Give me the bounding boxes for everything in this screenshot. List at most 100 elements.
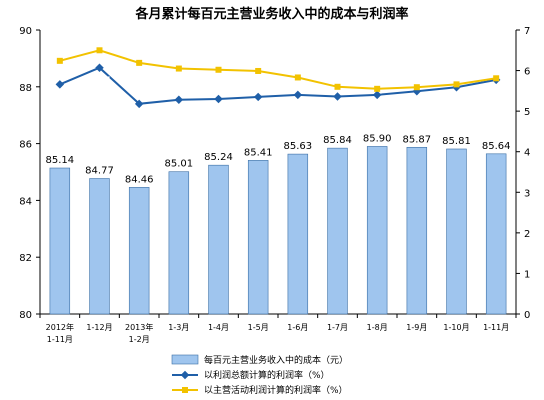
- main-activity-profit-rate-point: [96, 47, 103, 54]
- x-axis-tick-label: 1-4月: [208, 323, 229, 332]
- left-axis-tick-label: 84: [19, 196, 32, 207]
- main-activity-profit-rate-point: [453, 81, 460, 88]
- x-axis-tick-label: 1-12月: [86, 323, 112, 332]
- total-profit-rate-label: 5.77: [485, 88, 507, 99]
- total-profit-rate-line: [59, 66, 497, 105]
- main-activity-profit-rate-point: [255, 67, 262, 74]
- main-activity-profit-rate-point: [136, 59, 143, 66]
- bar-value-label: 85.63: [284, 141, 313, 152]
- left-axis-tick-label: 90: [19, 26, 32, 37]
- bar: [89, 178, 110, 315]
- left-axis-tick-label: 88: [19, 83, 32, 94]
- main-activity-profit-rate-point: [413, 84, 420, 91]
- bar-value-label: 85.41: [244, 147, 273, 158]
- bar-value-label: 85.90: [363, 133, 392, 144]
- main-activity-profit-rate-point: [294, 74, 301, 81]
- right-axis-tick-label: 6: [524, 67, 530, 78]
- main-activity-profit-rate-label: 5.59: [406, 70, 428, 81]
- total-profit-rate-label: 5.49: [406, 99, 428, 110]
- x-axis-tick-label: 2013年: [125, 322, 153, 332]
- bar: [49, 167, 71, 315]
- bar-value-label: 85.24: [204, 152, 233, 163]
- main-activity-profit-rate-label: 6.19: [128, 46, 150, 57]
- bar-value-label: 85.64: [482, 141, 511, 152]
- bar: [247, 160, 269, 315]
- main-activity-profit-rate-point: [56, 57, 63, 64]
- total-profit-rate-label: 5.66: [49, 92, 71, 103]
- legend: 每百元主营业务收入中的成本（元） 以利润总额计算的利润率（%） 以主营活动利润计算的…: [171, 354, 348, 396]
- bar: [327, 147, 348, 315]
- bar-value-label: 85.14: [46, 155, 75, 166]
- bar: [485, 153, 507, 315]
- main-activity-profit-rate-point: [493, 75, 500, 82]
- x-axis-tick-label: 1-3月: [168, 323, 189, 332]
- right-axis-tick-label: 7: [524, 26, 530, 37]
- main-activity-profit-rate-line: [59, 49, 497, 90]
- bar: [406, 146, 428, 315]
- bar: [128, 187, 150, 315]
- x-axis-tick-label: 1-5月: [248, 323, 269, 332]
- total-profit-rate-point: [174, 95, 184, 105]
- main-activity-profit-rate-label: 5.83: [287, 60, 309, 71]
- right-axis-tick-label: 3: [524, 188, 530, 199]
- legend-total-label: 以利润总额计算的利润率（%）: [204, 369, 330, 381]
- main-activity-profit-rate-label: 5.55: [366, 72, 388, 83]
- right-axis-tick-label: 4: [524, 148, 530, 159]
- x-axis-tick-label: 1-6月: [287, 323, 308, 332]
- total-profit-rate-label: 5.28: [168, 108, 190, 119]
- total-profit-rate-point: [95, 63, 104, 72]
- bar-value-label: 84.46: [125, 174, 154, 185]
- right-axis-tick-label: 2: [524, 229, 530, 240]
- bar: [366, 146, 388, 315]
- x-axis-tick-label: 1-10月: [443, 323, 469, 332]
- main-activity-profit-rate-label: 6.02: [207, 53, 229, 64]
- total-profit-rate-label: 5.35: [247, 105, 269, 116]
- total-profit-rate-point: [134, 99, 144, 109]
- bar-value-label: 85.87: [403, 134, 432, 145]
- bar: [208, 164, 229, 315]
- total-profit-rate-point: [55, 80, 65, 89]
- bar: [446, 148, 467, 315]
- total-profit-rate-label: 5.18: [128, 112, 150, 123]
- bar-value-label: 85.84: [323, 135, 352, 146]
- x-axis-tick-label: 2012年: [46, 322, 74, 332]
- total-profit-rate-point: [333, 92, 342, 101]
- right-axis-tick-label: 0: [524, 310, 530, 321]
- main-activity-profit-rate-label: 6.05: [168, 52, 190, 63]
- legend-total-marker: [180, 370, 190, 380]
- x-axis-tick-label: 1-7月: [327, 323, 348, 332]
- x-axis-tick-label: 1-11月: [47, 335, 73, 344]
- main-activity-profit-rate-point: [374, 85, 381, 92]
- total-profit-rate-label: 5.30: [207, 107, 229, 118]
- bar-value-label: 85.81: [442, 136, 471, 147]
- axes-group: 80 82 84 86 88 90 0 1 2 3 4 5 6 7 2012年 1-11月 1-12月 2013年…: [19, 26, 530, 344]
- main-activity-profit-rate-label: 5.99: [247, 54, 269, 65]
- total-profit-rate-label: 5.40: [366, 103, 388, 114]
- x-axis-tick-label: 1-9月: [406, 323, 427, 332]
- right-axis-tick-label: 1: [524, 269, 530, 280]
- legend-bar-swatch: [171, 354, 199, 365]
- x-axis-tick-label: 1-8月: [367, 323, 388, 332]
- legend-main-label: 以主营活动利润计算的利润率（%）: [204, 384, 348, 396]
- legend-main-marker: [182, 387, 188, 393]
- left-axis-tick-label: 80: [19, 310, 32, 321]
- main-activity-profit-rate-point: [215, 66, 222, 73]
- total-profit-rate-label: 5.59: [445, 95, 467, 106]
- bars-group: [49, 146, 507, 315]
- main-activity-profit-rate-point: [175, 65, 182, 72]
- total-profit-rate-point: [253, 92, 263, 102]
- main-activity-profit-rate-label: 6.24: [49, 44, 71, 55]
- main-activity-profit-rate-label: 5.81: [485, 61, 507, 72]
- legend-bar-label: 每百元主营业务收入中的成本（元）: [204, 354, 348, 366]
- main-activity-profit-rate-label: 6.50: [88, 33, 110, 44]
- bar-value-label: 84.77: [85, 166, 114, 177]
- lines-group: [55, 47, 501, 109]
- total-profit-rate-point: [372, 90, 382, 100]
- total-profit-rate-point: [293, 90, 303, 100]
- left-axis-tick-label: 86: [19, 140, 32, 151]
- total-profit-rate-label: 5.40: [287, 103, 309, 114]
- x-axis-tick-label: 1-2月: [129, 335, 150, 344]
- main-activity-profit-rate-point: [334, 83, 341, 90]
